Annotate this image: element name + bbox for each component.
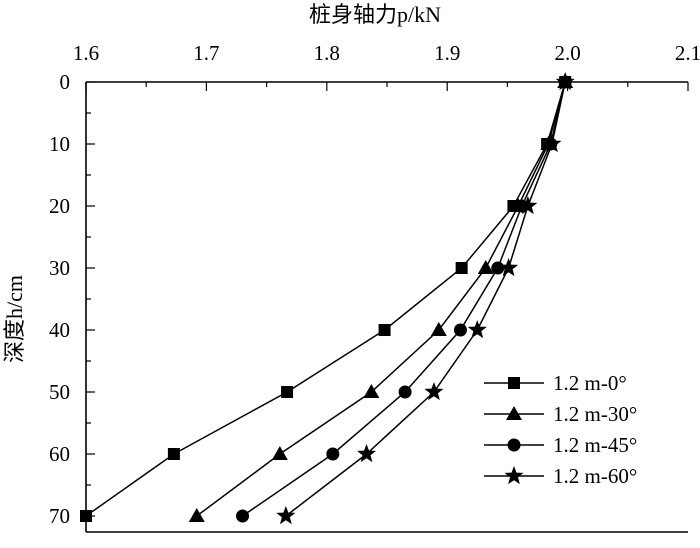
marker-star [357,444,377,463]
marker-circle [326,447,340,461]
legend-label: 1.2 m-0° [553,371,627,395]
series-1 [80,76,572,522]
y-axis-title: 深度h/cm [2,275,27,363]
y-tick-label: 50 [49,380,70,404]
legend-label: 1.2 m-30° [553,402,637,426]
marker-circle [398,385,412,399]
x-axis: 1.6 1.7 1.8 1.9 2.0 2.1 [73,41,700,91]
y-tick-label: 40 [49,318,70,342]
y-tick-label: 10 [49,132,70,156]
series-3 [236,75,572,523]
marker-square [167,448,180,460]
legend-item: 1.2 m-30° [484,402,637,426]
series-line [242,81,566,517]
marker-triangle [188,508,205,522]
marker-star [542,134,562,153]
legend: 1.2 m-0° 1.2 m-30° 1.2 m-45° 1.2 m-60° [484,371,637,488]
series-line [85,81,566,517]
marker-star [555,72,575,91]
series-2 [188,74,574,522]
marker-triangle [477,260,494,274]
y-tick-label: 0 [60,70,71,94]
series-4 [276,72,575,525]
marker-square [508,377,520,389]
x-tick-label: 2.1 [675,41,700,65]
marker-square [80,510,92,522]
marker-circle [507,438,521,452]
y-tick-label: 20 [49,194,70,218]
marker-circle [491,261,505,275]
marker-star [276,506,296,525]
marker-circle [453,323,467,337]
x-tick-label: 1.8 [314,41,340,65]
x-tick-label: 1.6 [73,41,99,65]
marker-circle [236,509,250,523]
marker-triangle [506,406,522,420]
x-tick-label: 2.0 [554,41,580,65]
marker-star [424,382,444,401]
legend-label: 1.2 m-45° [553,433,637,457]
series-line [285,81,566,517]
marker-square [455,262,468,274]
x-tick-label: 1.9 [434,41,460,65]
marker-star [467,320,487,339]
y-tick-label: 60 [49,442,70,466]
series-layer [80,72,575,525]
legend-item: 1.2 m-60° [484,464,637,488]
series-line [196,81,566,517]
marker-square [378,324,391,336]
marker-star [518,196,538,215]
marker-triangle [363,384,380,398]
y-tick-label: 70 [49,504,70,528]
x-tick-label: 1.7 [193,41,219,65]
marker-star [504,466,524,485]
legend-label: 1.2 m-60° [553,464,637,488]
y-axis: 0 10 20 30 40 50 60 70 [49,70,95,528]
marker-triangle [430,322,447,336]
legend-item: 1.2 m-0° [484,371,627,395]
x-axis-title: 桩身轴力p/kN [309,2,441,27]
marker-star [499,258,519,277]
marker-square [281,386,294,398]
legend-item: 1.2 m-45° [484,433,637,457]
marker-triangle [271,446,288,460]
y-tick-label: 30 [49,256,70,280]
